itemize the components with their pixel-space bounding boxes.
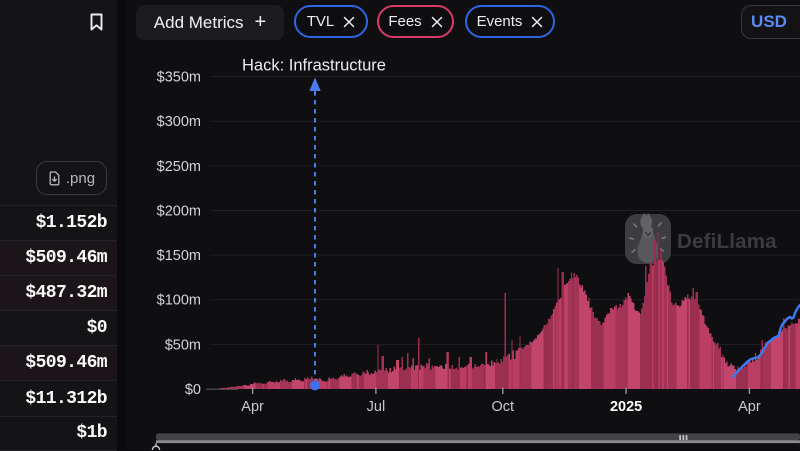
svg-text:$100m: $100m [157,293,201,309]
svg-text:2025: 2025 [610,399,642,415]
svg-text:DefiLlama: DefiLlama [677,230,777,253]
svg-text:$250m: $250m [157,159,201,175]
svg-text:$300m: $300m [157,114,201,130]
svg-text:Apr: Apr [241,399,264,415]
svg-text:$350m: $350m [157,70,201,86]
svg-text:$150m: $150m [157,248,201,264]
svg-text:Apr: Apr [738,399,761,415]
svg-text:Jul: Jul [367,399,386,415]
svg-text:Oct: Oct [492,399,515,415]
svg-text:Hack: Infrastructure: Hack: Infrastructure [242,57,386,75]
svg-text:$50m: $50m [165,337,201,353]
svg-text:$0: $0 [185,382,201,398]
svg-text:$200m: $200m [157,204,201,220]
